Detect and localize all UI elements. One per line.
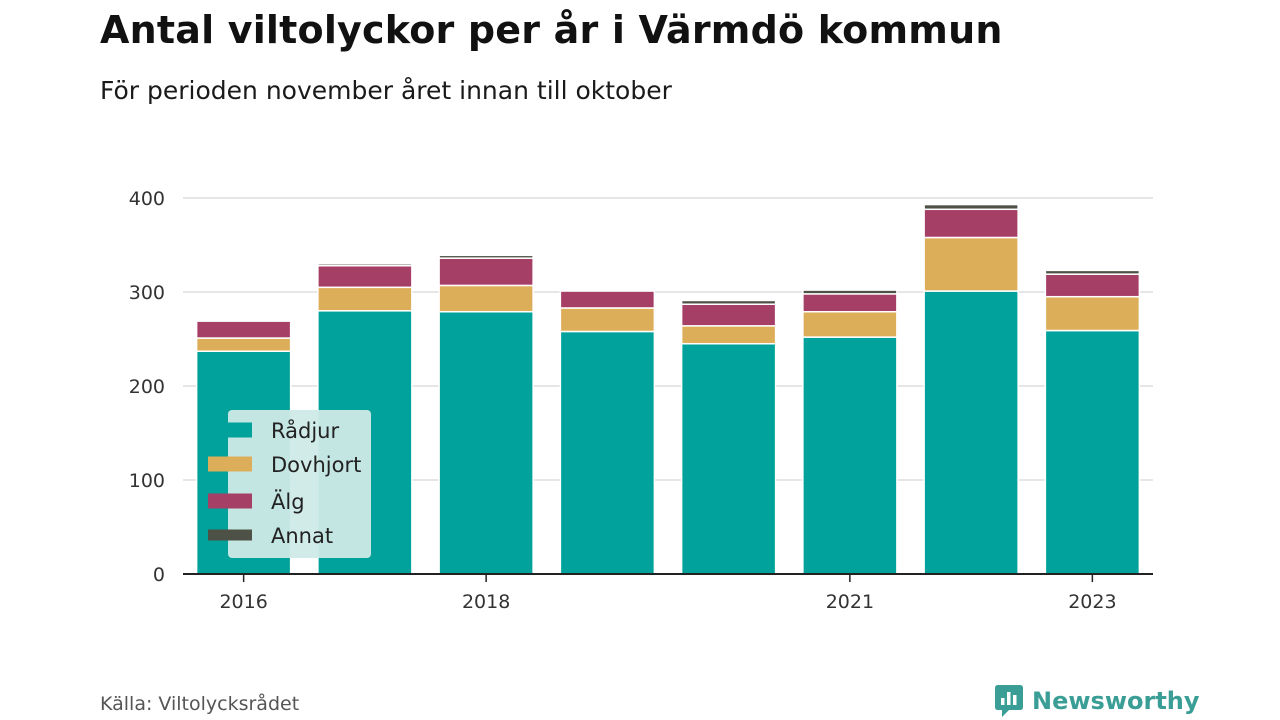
bar-segment xyxy=(317,264,413,289)
bar-segment xyxy=(802,289,898,295)
legend-label: Annat xyxy=(271,524,333,548)
legend-swatch xyxy=(208,422,252,438)
y-tick-label: 300 xyxy=(129,282,165,304)
bar-segment xyxy=(559,307,656,333)
legend-label: Rådjur xyxy=(271,418,339,443)
bar-group xyxy=(1044,269,1141,575)
x-tick-label: 2018 xyxy=(462,591,510,613)
brand-logo: Newsworthy xyxy=(994,684,1200,718)
bar-segment xyxy=(438,310,534,575)
bar-segment xyxy=(923,208,1019,239)
chart-subtitle: För perioden november året innan till ok… xyxy=(100,76,672,105)
bar-segment xyxy=(680,303,777,327)
legend-swatch xyxy=(208,456,252,472)
bar-segment xyxy=(1044,295,1141,332)
bar-segment xyxy=(923,290,1019,575)
source-note: Källa: Viltolycksrådet xyxy=(100,693,300,715)
x-axis-ticks: 2016 2018 2021 2023 xyxy=(183,573,1153,613)
x-tick-label: 2023 xyxy=(1068,591,1116,613)
bar-segment xyxy=(195,337,292,352)
bar-group xyxy=(923,203,1019,575)
bar-segment xyxy=(1044,269,1141,275)
y-tick-label: 100 xyxy=(129,470,165,492)
bar-segment xyxy=(195,320,292,339)
bar-segment xyxy=(438,254,534,259)
bar-segment xyxy=(559,290,656,309)
bar-segment xyxy=(438,257,534,287)
bar-segment xyxy=(680,325,777,345)
bar-segment xyxy=(317,263,413,267)
bar-segment xyxy=(438,284,534,313)
stacked-bar-chart: 0 100 200 300 400 2016 2018 2021 2023 Rådjur Dov… xyxy=(129,188,1153,613)
legend: Rådjur Dovhjort Älg Annat xyxy=(208,410,371,558)
legend-swatch xyxy=(208,493,252,509)
chart-title: Antal viltolyckor per år i Värmdö kommun xyxy=(100,8,1003,52)
bar-segment xyxy=(923,236,1019,292)
brand-name: Newsworthy xyxy=(1032,687,1200,715)
legend-box xyxy=(228,410,371,558)
y-tick-label: 200 xyxy=(129,376,165,398)
bar-segment xyxy=(680,299,777,305)
bar-group xyxy=(559,290,656,575)
bar-segment xyxy=(317,286,413,312)
bar-segment xyxy=(559,330,656,575)
x-tick-label: 2016 xyxy=(219,591,267,613)
y-axis-ticks: 0 100 200 300 400 xyxy=(129,188,165,586)
bar-segment xyxy=(923,203,1019,211)
bar-segment xyxy=(1044,329,1141,575)
y-tick-label: 0 xyxy=(153,564,165,586)
bar-segment xyxy=(680,342,777,575)
legend-label: Dovhjort xyxy=(271,453,361,477)
x-tick-label: 2021 xyxy=(826,591,874,613)
bar-segment xyxy=(802,310,898,338)
bar-segment xyxy=(802,336,898,575)
bar-segment xyxy=(1044,273,1141,298)
legend-label: Älg xyxy=(271,489,305,514)
bar-group xyxy=(680,299,777,575)
y-tick-label: 400 xyxy=(129,188,165,210)
bar-segment xyxy=(802,293,898,313)
bar-group xyxy=(438,254,534,575)
legend-swatch xyxy=(208,529,252,541)
newsworthy-icon xyxy=(995,685,1023,717)
bar-group xyxy=(802,289,898,575)
